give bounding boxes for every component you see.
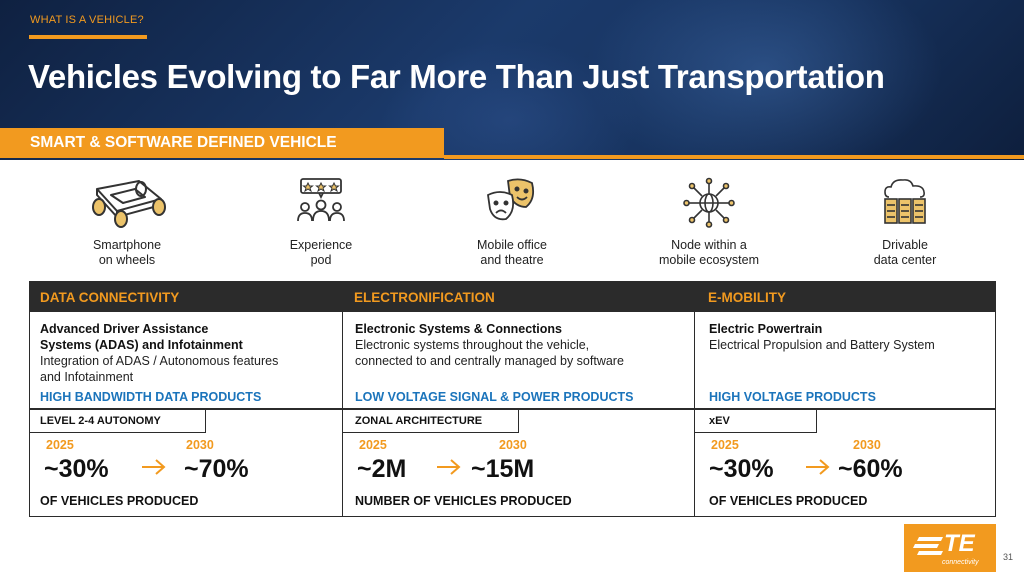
concept-label: Smartphone on wheels xyxy=(92,238,162,267)
concept-label: Mobile office and theatre xyxy=(477,238,547,267)
year-to: 2030 xyxy=(186,438,214,452)
segment-products: LOW VOLTAGE SIGNAL & POWER PRODUCTS xyxy=(355,390,634,404)
concept-item: Mobile office and theatre xyxy=(427,172,597,268)
concept-icons-row: Smartphone on wheels Experience pod xyxy=(0,172,1024,272)
logo-subtext: connectivity xyxy=(942,559,979,566)
divider xyxy=(695,408,996,410)
logo-mark: TE xyxy=(944,530,975,557)
segments-table: DATA CONNECTIVITY ELECTRONIFICATION E-MO… xyxy=(29,281,996,517)
segment-footer: NUMBER OF VEHICLES PRODUCED xyxy=(355,494,572,508)
table-header-row: DATA CONNECTIVITY ELECTRONIFICATION E-MO… xyxy=(30,282,995,312)
concept-item: Experience pod xyxy=(236,172,406,268)
segment-description: Integration of ADAS / Autonomous feature… xyxy=(40,354,279,384)
divider xyxy=(343,408,695,410)
te-connectivity-logo: TE connectivity xyxy=(904,524,996,572)
logo-stripes-icon xyxy=(913,537,943,555)
value-to: ~60% xyxy=(838,455,903,483)
segment-title: Electronic Systems & Connections xyxy=(355,322,563,336)
value-to: ~15M xyxy=(471,455,535,483)
concept-item: Smartphone on wheels xyxy=(42,172,212,268)
arrow-right-icon xyxy=(142,459,166,475)
column-header-e-mobility: E-MOBILITY xyxy=(708,290,786,305)
segment-description: Electrical Propulsion and Battery System xyxy=(709,338,935,352)
year-to: 2030 xyxy=(499,438,527,452)
car-platform-icon xyxy=(42,172,212,234)
column-header-electronification: ELECTRONIFICATION xyxy=(354,290,495,305)
title-banner: WHAT IS A VEHICLE? Vehicles Evolving to … xyxy=(0,0,1024,160)
year-to: 2030 xyxy=(853,438,881,452)
section-band-rule xyxy=(444,155,1024,159)
column-header-data-connectivity: DATA CONNECTIVITY xyxy=(40,290,180,305)
banner-glow xyxy=(584,0,944,160)
eyebrow-label: WHAT IS A VEHICLE? xyxy=(30,14,144,26)
concept-label: Experience pod xyxy=(289,238,353,267)
concept-label: Node within a mobile ecosystem xyxy=(658,238,760,267)
concept-label: Drivable data center xyxy=(873,238,937,267)
segment-products: HIGH BANDWIDTH DATA PRODUCTS xyxy=(40,390,262,404)
cloud-server-icon xyxy=(820,172,990,234)
segment-title: Advanced Driver Assistance Systems (ADAS… xyxy=(40,322,243,352)
segment-column: Electronic Systems & Connections Electro… xyxy=(342,312,695,516)
arrow-right-icon xyxy=(806,459,830,475)
segment-column: Electric Powertrain Electrical Propulsio… xyxy=(694,312,996,516)
segment-description: Electronic systems throughout the vehicl… xyxy=(355,338,624,368)
concept-item: Node within a mobile ecosystem xyxy=(624,172,794,268)
segment-footer: OF VEHICLES PRODUCED xyxy=(709,494,868,508)
network-globe-icon xyxy=(624,172,794,234)
segment-tag: xEV xyxy=(695,408,817,433)
value-to: ~70% xyxy=(184,455,249,483)
segment-column: Advanced Driver Assistance Systems (ADAS… xyxy=(30,312,342,516)
value-from: ~30% xyxy=(44,455,109,483)
year-from: 2025 xyxy=(711,438,739,452)
eyebrow-underline xyxy=(29,35,147,39)
segment-footer: OF VEHICLES PRODUCED xyxy=(40,494,199,508)
segment-tag: LEVEL 2-4 AUTONOMY xyxy=(30,408,206,433)
segment-tag: ZONAL ARCHITECTURE xyxy=(343,408,519,433)
value-from: ~2M xyxy=(357,455,407,483)
page-number: 31 xyxy=(1003,552,1014,562)
page-title: Vehicles Evolving to Far More Than Just … xyxy=(28,58,885,95)
theatre-masks-icon xyxy=(427,172,597,234)
audience-rating-icon xyxy=(236,172,406,234)
value-from: ~30% xyxy=(709,455,774,483)
segment-title: Electric Powertrain xyxy=(709,322,823,336)
year-from: 2025 xyxy=(46,438,74,452)
section-band: SMART & SOFTWARE DEFINED VEHICLE xyxy=(0,128,444,158)
concept-item: Drivable data center xyxy=(820,172,990,268)
arrow-right-icon xyxy=(437,459,461,475)
year-from: 2025 xyxy=(359,438,387,452)
segment-products: HIGH VOLTAGE PRODUCTS xyxy=(709,390,876,404)
